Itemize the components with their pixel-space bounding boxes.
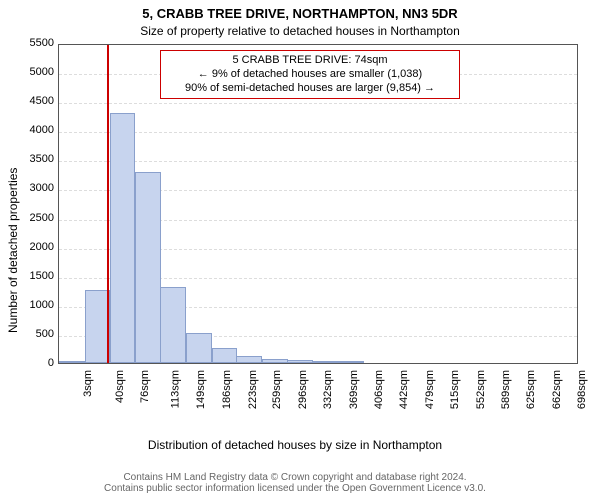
histogram-bar [338, 361, 364, 363]
y-tick-label: 0 [16, 357, 54, 369]
y-tick-label: 500 [16, 328, 54, 340]
x-tick-label: 442sqm [399, 370, 411, 409]
histogram-bar [160, 287, 186, 363]
x-tick-label: 113sqm [170, 370, 182, 408]
x-tick-label: 369sqm [348, 370, 360, 409]
annot-line-1: 5 CRABB TREE DRIVE: 74sqm [167, 54, 453, 68]
x-tick-label: 479sqm [424, 370, 436, 409]
y-tick-label: 1500 [16, 270, 54, 282]
y-tick-label: 5500 [16, 37, 54, 49]
histogram-bar [313, 361, 339, 363]
annotation-box: 5 CRABB TREE DRIVE: 74sqm ← 9% of detach… [160, 50, 460, 99]
x-tick-label: 40sqm [114, 370, 126, 403]
histogram-bar [59, 361, 85, 363]
page-subtitle: Size of property relative to detached ho… [0, 24, 600, 38]
x-tick-label: 406sqm [374, 370, 386, 409]
x-tick-label: 186sqm [221, 370, 233, 409]
histogram-bar [212, 348, 238, 363]
x-tick-label: 76sqm [139, 370, 151, 403]
x-tick-label: 223sqm [247, 370, 259, 409]
gridline [59, 132, 577, 134]
gridline [59, 103, 577, 105]
y-tick-label: 5000 [16, 66, 54, 78]
x-tick-label: 589sqm [500, 370, 512, 409]
page-title: 5, CRABB TREE DRIVE, NORTHAMPTON, NN3 5D… [0, 6, 600, 21]
reference-line [107, 45, 109, 363]
x-tick-label: 3sqm [82, 370, 94, 397]
footnote-line-2: Contains public sector information licen… [0, 483, 590, 494]
x-tick-label: 296sqm [297, 370, 309, 409]
histogram-bar [135, 172, 161, 363]
y-tick-label: 3000 [16, 182, 54, 194]
x-tick-label: 149sqm [195, 370, 207, 409]
x-tick-label: 625sqm [525, 370, 537, 409]
x-tick-label: 332sqm [322, 370, 334, 409]
x-tick-label: 552sqm [475, 370, 487, 409]
x-axis-label: Distribution of detached houses by size … [0, 438, 590, 452]
histogram-bar [287, 360, 313, 363]
y-tick-label: 4000 [16, 124, 54, 136]
x-tick-label: 662sqm [551, 370, 563, 409]
histogram-bar [110, 113, 136, 363]
footnote-line-1: Contains HM Land Registry data © Crown c… [0, 472, 590, 483]
y-tick-label: 2500 [16, 212, 54, 224]
annot-line-2: ← 9% of detached houses are smaller (1,0… [167, 68, 453, 82]
histogram-bar [186, 333, 212, 363]
x-tick-label: 698sqm [576, 370, 588, 409]
histogram-bar [236, 356, 262, 363]
annot-line-3: 90% of semi-detached houses are larger (… [167, 82, 453, 96]
x-tick-label: 515sqm [449, 370, 461, 409]
y-tick-label: 3500 [16, 153, 54, 165]
y-tick-label: 1000 [16, 299, 54, 311]
y-tick-label: 4500 [16, 95, 54, 107]
x-tick-label: 259sqm [272, 370, 284, 409]
footnote: Contains HM Land Registry data © Crown c… [0, 472, 590, 494]
gridline [59, 161, 577, 163]
y-tick-label: 2000 [16, 241, 54, 253]
histogram-bar [262, 359, 288, 363]
